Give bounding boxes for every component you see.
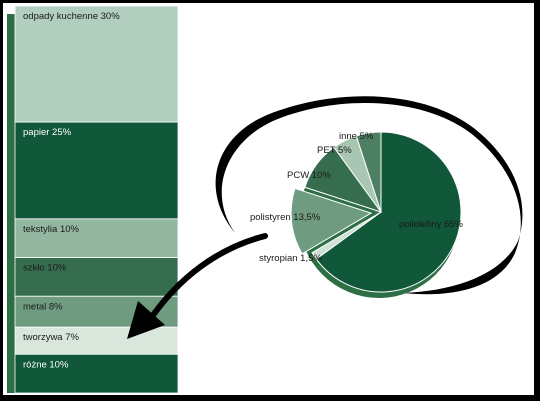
bar-segment-tekstylia	[14, 218, 179, 258]
chart-canvas: odpady kuchenne 30% papier 25% tekstylia 1…	[3, 3, 534, 395]
bar-label-tworzywa: tworzywa 7%	[23, 332, 80, 343]
pie-label-styropian: styropian 1,5%	[259, 253, 322, 264]
bar-segment-szklo	[14, 257, 179, 297]
pie-label-pcw: PCW 10%	[287, 170, 331, 181]
arrow-head	[127, 301, 165, 339]
swoosh-ring	[215, 96, 523, 295]
pie-label-poliolefiny: poliolefiny 65%	[399, 219, 463, 230]
pie-label-inne: inne 5%	[339, 131, 374, 142]
pie-slice-poliolefiny	[315, 131, 462, 293]
bar-segment-papier	[14, 121, 179, 220]
column-shadow	[7, 14, 17, 393]
bar-label-tekstylia: tekstylia 10%	[23, 224, 80, 235]
bar-label-papier: papier 25%	[23, 127, 72, 138]
pie-label-polistyren: polistyren 13,5%	[250, 212, 321, 223]
bar-label-szklo: szkło 10%	[23, 263, 67, 274]
arrow-shaft	[146, 233, 268, 324]
pie-slice-styropian	[311, 211, 382, 260]
bar-label-odpady-kuchenne: odpady kuchenne 30%	[23, 11, 120, 22]
bar-segment-odpady-kuchenne	[14, 5, 179, 123]
waste-composition-chart: odpady kuchenne 30% papier 25% tekstylia 1…	[7, 5, 523, 394]
bar-label-rozne: różne 10%	[23, 359, 69, 370]
pie-slice-polistyren	[290, 187, 373, 255]
pie-slice-inne	[355, 131, 382, 213]
bar-label-metal: metal 8%	[23, 301, 63, 312]
bar-segment-rozne	[14, 353, 179, 394]
pie-label-pet: PET 5%	[317, 145, 352, 156]
